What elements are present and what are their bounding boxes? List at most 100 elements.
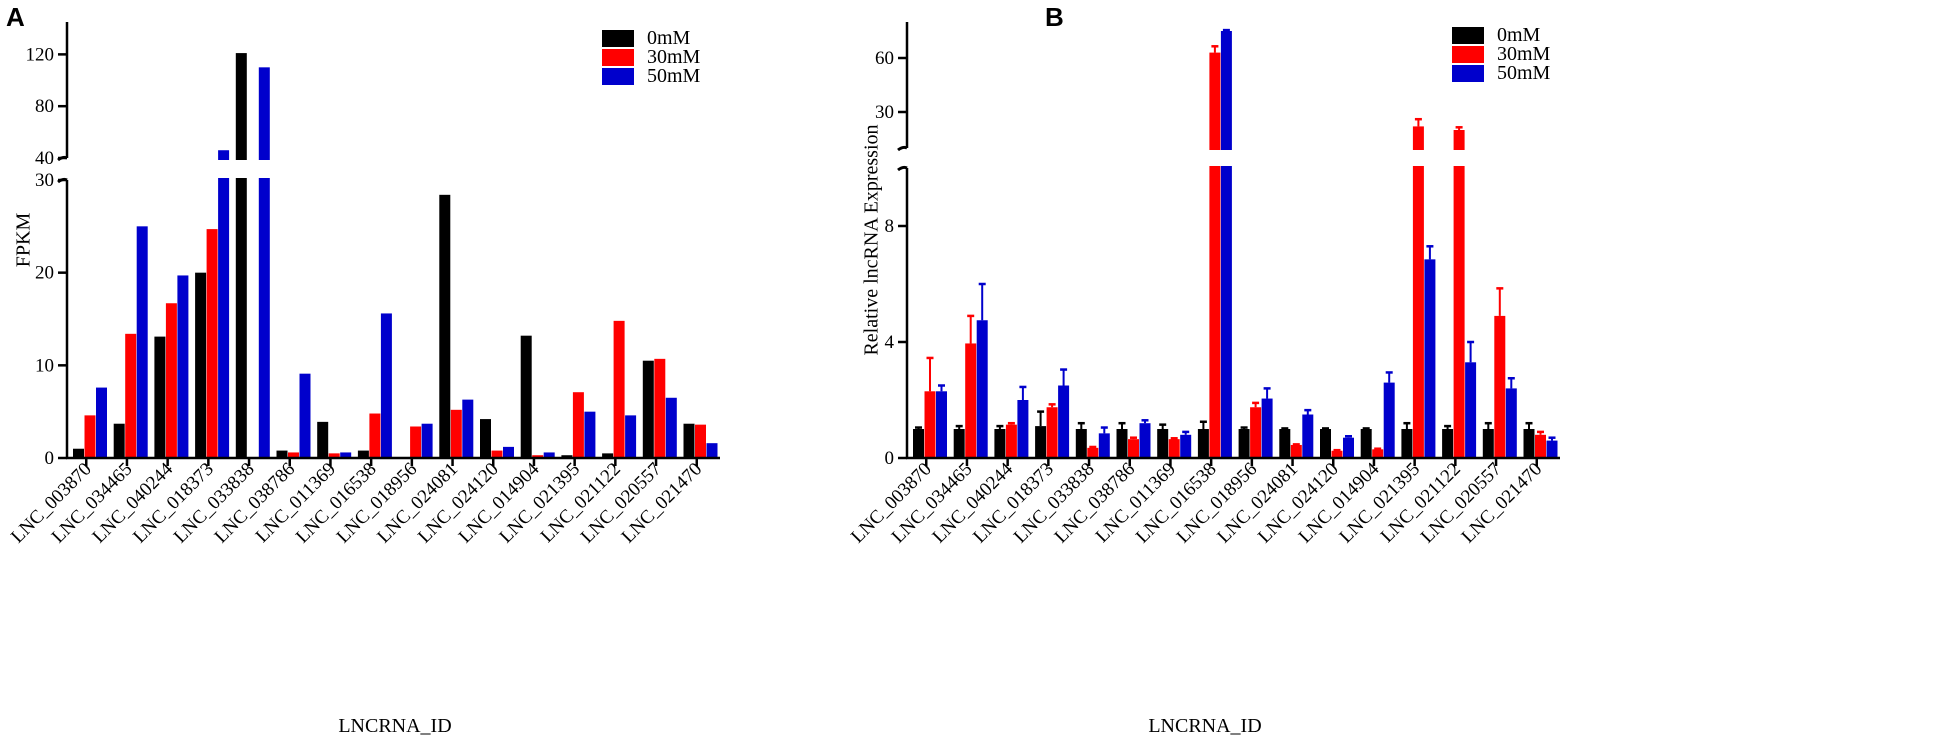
bar-30mM-LNC_003870 <box>924 391 936 458</box>
bar-30mM-LNC_011369 <box>1168 439 1180 458</box>
x-axis-title: LNCRNA_ID <box>338 715 451 737</box>
bar-30mM-LNC_011369 <box>328 453 340 458</box>
legend-swatch-30mM <box>602 49 634 66</box>
x-axis-title: LNCRNA_ID <box>1148 715 1261 737</box>
legend-swatch-0mM <box>602 30 634 47</box>
bar-50mM-LNC_003870 <box>936 391 947 458</box>
bar-50mM-LNC_024120 <box>1343 437 1354 458</box>
bar-0mM-LNC_021470 <box>683 423 695 458</box>
y-tick-label: 20 <box>35 263 54 284</box>
bar-0mM-LNC_016538 <box>1197 429 1209 458</box>
bar-0mM-LNC_003870 <box>73 448 84 458</box>
bar-50mM-LNC_003870 <box>96 387 107 458</box>
bar-50mM-LNC_021395 <box>584 411 596 458</box>
bar-0mM-LNC_033838 <box>235 53 247 458</box>
axis-break-mark-lower <box>897 165 908 172</box>
y-tick-label: 120 <box>26 44 55 65</box>
bar-50mM-LNC_040244 <box>1017 400 1029 458</box>
bar-30mM-LNC_021122 <box>1453 130 1465 458</box>
panel-a-letter: A <box>6 2 25 32</box>
bar-30mM-LNC_018956 <box>410 426 422 458</box>
bar-30mM-LNC_003870 <box>84 415 96 458</box>
bar-30mM-LNC_020557 <box>1494 315 1506 458</box>
bar-0mM-LNC_018956 <box>1238 429 1250 458</box>
bar-0mM-LNC_040244 <box>994 429 1006 458</box>
bar-0mM-LNC_033838 <box>1075 429 1087 458</box>
bar-30mM-LNC_014904 <box>1372 449 1384 458</box>
bar-0mM-LNC_020557 <box>642 360 654 458</box>
bar-0mM-LNC_018373 <box>195 272 207 458</box>
bar-30mM-LNC_016538 <box>369 413 381 458</box>
bar-0mM-LNC_038786 <box>1116 429 1128 458</box>
panel-b-letter: B <box>1045 2 1064 32</box>
bar-0mM-LNC_016538 <box>357 450 369 458</box>
bar-0mM-LNC_011369 <box>317 421 329 458</box>
y-tick-label: 0 <box>885 448 895 469</box>
axis-break-gap <box>69 160 722 178</box>
bar-30mM-LNC_040244 <box>165 303 177 458</box>
bar-0mM-LNC_038786 <box>276 450 288 458</box>
legend-swatch-50mM <box>602 68 634 85</box>
bar-0mM-LNC_014904 <box>1360 429 1372 458</box>
bar-50mM-LNC_033838 <box>258 67 270 458</box>
bar-50mM-LNC_014904 <box>1383 382 1395 458</box>
bar-30mM-LNC_021395 <box>1412 126 1424 459</box>
axis-break-gap <box>909 150 1562 166</box>
y-tick-label: 30 <box>35 170 54 191</box>
bar-0mM-LNC_021122 <box>602 453 614 458</box>
bar-50mM-LNC_034465 <box>136 226 148 458</box>
legend-label-0mM: 0mM <box>1497 24 1541 46</box>
bar-0mM-LNC_034465 <box>953 429 965 458</box>
axis-break-mark-upper <box>897 145 908 152</box>
legend-label-0mM: 0mM <box>647 27 691 49</box>
bar-0mM-LNC_020557 <box>1482 429 1494 458</box>
bar-0mM-LNC_021395 <box>561 455 573 458</box>
bar-0mM-LNC_024120 <box>480 419 491 458</box>
bar-30mM-LNC_021470 <box>1535 434 1546 458</box>
legend-label-30mM: 30mM <box>1497 43 1551 65</box>
bar-30mM-LNC_024120 <box>1331 450 1343 458</box>
bar-30mM-LNC_024081 <box>450 409 462 458</box>
bar-50mM-LNC_011369 <box>1180 434 1192 458</box>
bar-50mM-LNC_021470 <box>706 443 718 458</box>
panel-b-chart: 0483060LNC_003870LNC_034465LNC_040244LNC… <box>847 22 1562 737</box>
legend-swatch-30mM <box>1452 46 1484 63</box>
bar-30mM-LNC_033838 <box>1087 447 1099 458</box>
bar-50mM-LNC_018956 <box>421 423 433 458</box>
bar-30mM-LNC_024120 <box>491 450 503 458</box>
bar-50mM-LNC_033838 <box>1098 433 1110 458</box>
bar-50mM-LNC_011369 <box>340 452 352 458</box>
legend-label-50mM: 50mM <box>647 65 701 87</box>
y-tick-label: 30 <box>875 102 894 123</box>
bar-50mM-LNC_024081 <box>462 399 474 458</box>
bar-50mM-LNC_018956 <box>1261 398 1273 458</box>
bar-50mM-LNC_021122 <box>1465 362 1477 458</box>
bar-50mM-LNC_040244 <box>177 275 189 458</box>
y-tick-label: 10 <box>35 355 54 376</box>
bar-50mM-LNC_021470 <box>1546 440 1558 458</box>
bar-0mM-LNC_021395 <box>1401 429 1413 458</box>
y-tick-label: 8 <box>885 216 895 237</box>
bar-30mM-LNC_034465 <box>965 343 977 458</box>
bar-30mM-LNC_024081 <box>1290 444 1302 458</box>
bar-30mM-LNC_016538 <box>1209 52 1221 458</box>
bar-30mM-LNC_038786 <box>288 452 299 458</box>
bar-30mM-LNC_018373 <box>206 229 218 458</box>
y-tick-label: 0 <box>45 448 55 469</box>
bar-0mM-LNC_014904 <box>520 335 532 458</box>
bar-0mM-LNC_021470 <box>1523 429 1535 458</box>
y-tick-label: 40 <box>35 148 54 169</box>
bar-30mM-LNC_014904 <box>532 455 544 458</box>
bar-50mM-LNC_024081 <box>1302 414 1314 458</box>
bar-30mM-LNC_040244 <box>1005 424 1017 458</box>
bar-50mM-LNC_018373 <box>218 150 230 458</box>
bar-50mM-LNC_021395 <box>1424 259 1436 458</box>
bar-0mM-LNC_034465 <box>113 423 125 458</box>
bar-30mM-LNC_021470 <box>695 424 706 458</box>
panel-a-chart: 01020304080120LNC_003870LNC_034465LNC_04… <box>7 22 722 737</box>
y-axis-title: FPKM <box>13 213 35 268</box>
bar-50mM-LNC_016538 <box>1220 31 1232 458</box>
legend-swatch-0mM <box>1452 27 1484 44</box>
bar-0mM-LNC_024081 <box>1279 429 1291 458</box>
bar-50mM-LNC_016538 <box>380 313 392 458</box>
